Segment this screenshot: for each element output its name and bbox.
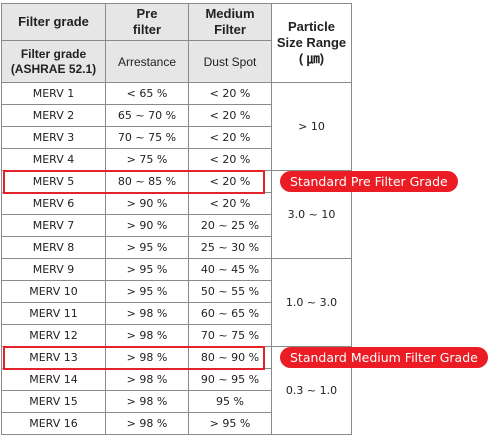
cell-dust: > 95 % [188,412,272,435]
header-filter-grade-ashrae-text: Filter grade (ASHRAE 52.1) [10,46,97,76]
cell-grade: MERV 5 [1,170,106,193]
cell-arrestance: > 95 % [105,258,189,281]
header-filter-grade-ashrae: Filter grade (ASHRAE 52.1) [1,40,106,83]
grade-badge: Standard Pre Filter Grade [280,171,458,192]
cell-arrestance: > 90 % [105,192,189,215]
cell-grade: MERV 7 [1,214,106,237]
header-particle-size: Particle Size Range( ㎛) [271,3,352,83]
cell-grade: MERV 4 [1,148,106,171]
cell-arrestance: < 65 % [105,82,189,105]
header-pre-filter-text: Pre filter [132,6,162,37]
cell-dust: 80 ~ 90 % [188,346,272,369]
cell-grade: MERV 3 [1,126,106,149]
header-medium-filter: Medium Filter [188,3,272,41]
cell-dust: 90 ~ 95 % [188,368,272,391]
cell-particle-range: > 10 [271,82,352,171]
cell-grade: MERV 9 [1,258,106,281]
header-arrestance: Arrestance [105,40,189,83]
table-row: MERV 1 < 65 % < 20 % > 10 [1,82,352,171]
cell-grade: MERV 6 [1,192,106,215]
cell-dust: 70 ~ 75 % [188,324,272,347]
cell-dust: < 20 % [188,192,272,215]
grade-badge: Standard Medium Filter Grade [280,347,488,368]
header-filter-grade: Filter grade [1,3,106,41]
cell-arrestance: 65 ~ 70 % [105,104,189,127]
cell-dust: 60 ~ 65 % [188,302,272,325]
header-medium-filter-text: Medium Filter [205,6,255,37]
cell-grade: MERV 11 [1,302,106,325]
table-row: MERV 15 > 98 % 95 % [1,390,352,413]
table-row: MERV 3 70 ~ 75 % < 20 % [1,126,352,149]
cell-dust: < 20 % [188,82,272,105]
table-row: MERV 7 > 90 % 20 ~ 25 % [1,214,352,237]
cell-dust: 25 ~ 30 % [188,236,272,259]
cell-grade: MERV 8 [1,236,106,259]
cell-dust: < 20 % [188,104,272,127]
cell-dust: 40 ~ 45 % [188,258,272,281]
cell-grade: MERV 15 [1,390,106,413]
header-particle-size-text: Particle Size Range( ㎛) [276,19,347,66]
cell-arrestance: 70 ~ 75 % [105,126,189,149]
cell-dust: < 20 % [188,126,272,149]
cell-arrestance: 80 ~ 85 % [105,170,189,193]
cell-dust: 95 % [188,390,272,413]
cell-arrestance: > 98 % [105,302,189,325]
cell-arrestance: > 98 % [105,368,189,391]
header-pre-filter: Pre filter [105,3,189,41]
cell-dust: 20 ~ 25 % [188,214,272,237]
cell-arrestance: > 98 % [105,346,189,369]
table-row: MERV 9 > 95 % 40 ~ 45 % 1.0 ~ 3.0 [1,258,352,347]
cell-dust: < 20 % [188,148,272,171]
cell-arrestance: > 75 % [105,148,189,171]
cell-grade: MERV 16 [1,412,106,435]
cell-grade: MERV 2 [1,104,106,127]
table-row: MERV 11 > 98 % 60 ~ 65 % [1,302,352,325]
merv-table: Filter grade Pre filter Medium Filter Part… [1,3,352,435]
header-dust-spot: Dust Spot [188,40,272,83]
cell-grade: MERV 13 [1,346,106,369]
cell-grade: MERV 12 [1,324,106,347]
cell-arrestance: > 90 % [105,214,189,237]
cell-particle-range: 1.0 ~ 3.0 [271,258,352,347]
cell-grade: MERV 10 [1,280,106,303]
table-row: MERV 10 > 95 % 50 ~ 55 % [1,280,352,303]
cell-arrestance: > 98 % [105,390,189,413]
cell-arrestance: > 98 % [105,324,189,347]
table-row: MERV 16 > 98 % > 95 % [1,412,352,435]
cell-arrestance: > 95 % [105,236,189,259]
cell-arrestance: > 98 % [105,412,189,435]
cell-grade: MERV 14 [1,368,106,391]
table-row: MERV 12 > 98 % 70 ~ 75 % [1,324,352,347]
cell-arrestance: > 95 % [105,280,189,303]
cell-dust: < 20 % [188,170,272,193]
cell-dust: 50 ~ 55 % [188,280,272,303]
cell-grade: MERV 1 [1,82,106,105]
